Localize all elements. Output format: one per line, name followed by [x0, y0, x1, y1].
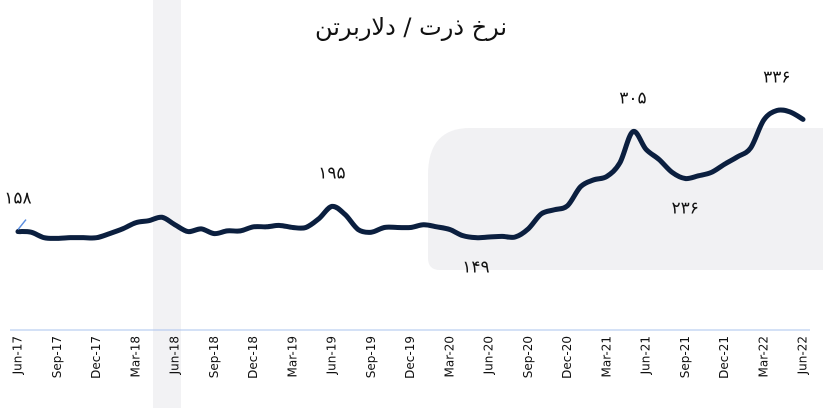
line	[15, 107, 806, 241]
x-tick-label: Dec-19	[403, 336, 417, 379]
value-label: ۳۳۶	[763, 68, 790, 88]
x-tick-label: Sep-20	[521, 336, 535, 378]
x-tick-label: Jun-18	[168, 336, 182, 375]
x-tick-label: Mar-18	[128, 336, 142, 377]
x-tick-label: Jun-19	[325, 336, 339, 375]
x-tick-label: Dec-20	[560, 336, 574, 379]
value-label: ۳۰۵	[619, 89, 646, 109]
watermark-band	[153, 0, 181, 408]
x-tick-label: Jun-22	[796, 336, 810, 375]
x-tick-label: Sep-18	[207, 336, 221, 378]
x-tick-label: Dec-17	[89, 336, 103, 379]
x-tick-label: Jun-20	[482, 336, 496, 375]
value-label: ۱۹۵	[318, 163, 345, 183]
x-tick-label: Mar-21	[599, 336, 613, 377]
x-tick-label: Mar-22	[756, 336, 770, 377]
x-tick-label: Sep-21	[678, 336, 692, 378]
value-label: ۱۴۹	[462, 258, 489, 278]
x-tick-label: Dec-21	[717, 336, 731, 379]
x-tick-label: Sep-17	[50, 336, 64, 378]
x-tick-label: Mar-20	[442, 336, 456, 377]
chart-title: نرخ ذرت / دلاربرتن	[315, 13, 507, 41]
x-tick-label: Jun-17	[11, 336, 25, 375]
x-tick-label: Jun-21	[639, 336, 653, 375]
label-leader	[17, 219, 27, 231]
x-tick-label: Sep-19	[364, 336, 378, 378]
x-tick-label: Mar-19	[285, 336, 299, 377]
value-label: ۱۵۸	[4, 189, 31, 209]
value-label: ۲۳۶	[672, 199, 699, 219]
x-tick-label: Dec-18	[246, 336, 260, 379]
